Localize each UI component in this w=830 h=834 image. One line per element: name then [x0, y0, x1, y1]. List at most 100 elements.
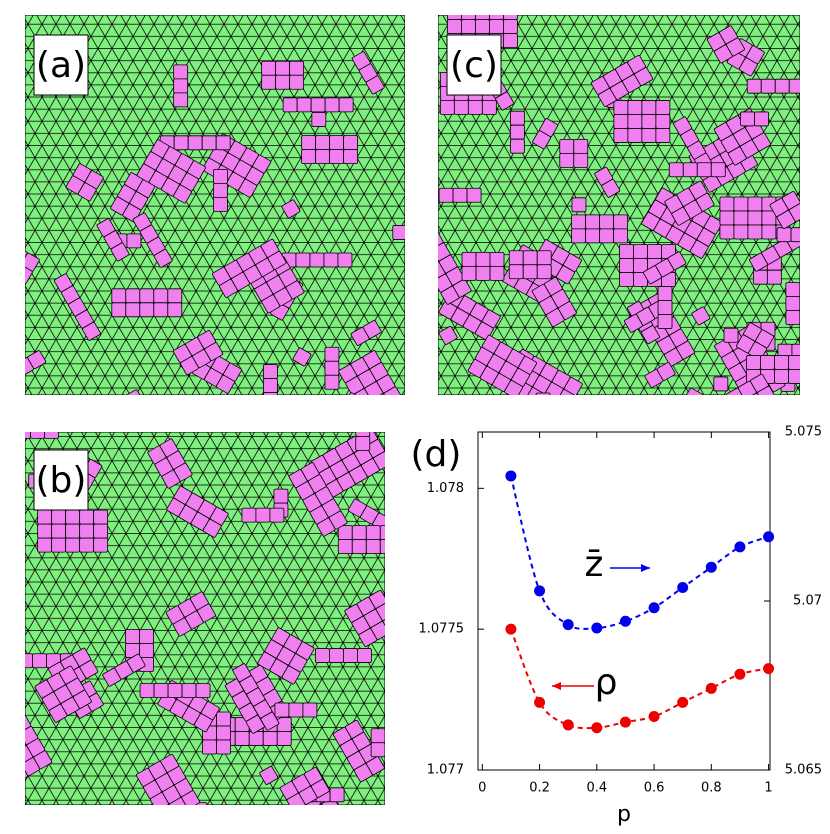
square-tile — [125, 302, 141, 318]
square-tile — [125, 288, 141, 304]
square-tile — [187, 135, 203, 151]
square-tile — [139, 302, 155, 318]
square-tile — [329, 149, 345, 165]
square-cluster — [351, 51, 385, 95]
square-tile — [25, 757, 41, 777]
square-tile — [719, 210, 735, 226]
square-tile — [754, 111, 769, 127]
square-tile — [599, 214, 615, 230]
square-cluster — [281, 252, 353, 268]
square-cluster — [173, 64, 189, 108]
data-point — [534, 696, 546, 708]
square-tile — [774, 78, 790, 94]
square-tile — [366, 412, 385, 431]
square-cluster — [136, 139, 206, 204]
square-tile — [641, 128, 657, 143]
square-cluster — [776, 227, 800, 243]
square-tile — [352, 388, 372, 395]
square-tile — [379, 525, 385, 541]
square-cluster — [259, 766, 279, 785]
square-tile — [504, 380, 523, 395]
square-tile — [706, 433, 725, 452]
square-cluster — [467, 334, 537, 395]
square-tile — [139, 629, 154, 644]
square-tile — [752, 405, 771, 424]
square-tile — [412, 237, 431, 256]
square-tile — [315, 648, 330, 663]
square-cluster — [34, 665, 92, 723]
square-tile — [27, 350, 47, 370]
square-tile — [371, 393, 391, 395]
square-tile — [167, 302, 183, 318]
square-tile — [365, 525, 381, 541]
square-tile — [337, 525, 353, 541]
square-tile — [316, 816, 335, 830]
data-point — [763, 663, 775, 675]
square-tile — [289, 74, 305, 90]
square-tile — [44, 432, 59, 439]
square-tile — [378, 405, 397, 424]
square-tile — [25, 432, 31, 439]
square-tile — [799, 296, 800, 311]
square-tile — [365, 539, 381, 555]
square-tile — [216, 725, 231, 741]
square-tile — [437, 399, 456, 418]
square-cluster — [740, 111, 769, 127]
square-tile — [774, 369, 789, 384]
square-tile — [111, 288, 127, 304]
label-box — [446, 34, 502, 96]
square-tile — [359, 400, 378, 419]
square-tile — [273, 488, 289, 504]
square-tile — [713, 376, 729, 392]
square-tile — [173, 78, 189, 94]
square-tile — [338, 97, 354, 113]
square-tile — [139, 643, 154, 658]
square-cluster — [749, 224, 800, 272]
square-tile — [337, 539, 353, 555]
square-tile — [368, 406, 387, 425]
square-tile — [281, 665, 301, 685]
square-tile — [93, 509, 109, 525]
square-tile — [25, 245, 28, 265]
square-tile — [788, 369, 800, 384]
square-cluster — [96, 218, 130, 262]
square-tile — [806, 344, 820, 358]
square-cluster — [311, 112, 327, 127]
square-tile — [357, 648, 372, 663]
square-cluster — [25, 713, 53, 784]
y-tick-label: 1.0775 — [419, 622, 465, 637]
square-tile — [746, 78, 762, 94]
square-tile — [689, 407, 708, 426]
square-tile — [695, 192, 715, 212]
square-cluster — [664, 180, 715, 226]
x-tick-label: 0.8 — [701, 781, 722, 796]
square-tile — [153, 302, 169, 318]
tiling-c — [412, 15, 820, 452]
x-tick-label: 0.2 — [529, 781, 550, 796]
square-tile — [655, 114, 671, 129]
square-tile — [550, 401, 569, 420]
square-tile — [370, 742, 385, 758]
square-tile — [126, 653, 146, 673]
square-tile — [647, 244, 662, 259]
square-tile — [694, 426, 713, 445]
square-tile — [776, 210, 796, 229]
square-cluster — [124, 389, 144, 395]
square-tile — [790, 227, 800, 243]
square-tile — [323, 252, 339, 268]
square-tile — [259, 766, 279, 785]
data-point — [505, 623, 517, 635]
square-tile — [153, 248, 173, 268]
square-tile — [601, 178, 621, 198]
square-tile — [740, 412, 759, 431]
square-tile — [337, 404, 356, 423]
square-tile — [399, 743, 413, 757]
square-tile — [453, 99, 469, 115]
square-tile — [25, 733, 27, 752]
square-tile — [509, 124, 525, 140]
square-tile — [634, 67, 654, 86]
panel-label: (b) — [36, 460, 87, 501]
square-tile — [167, 683, 183, 698]
square-tile — [384, 519, 385, 539]
square-tile — [358, 628, 378, 648]
